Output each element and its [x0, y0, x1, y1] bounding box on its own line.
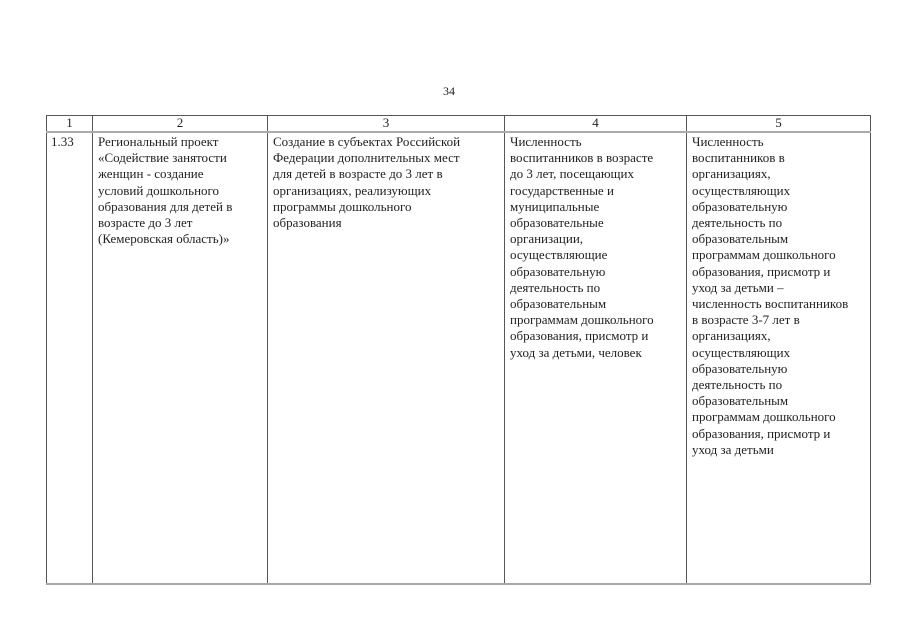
project-name-cell: Региональный проект «Содействие занятост… — [92, 131, 268, 585]
header-row: 1 2 3 4 5 — [46, 115, 871, 133]
indicator-name-cell: Численность воспитанников в возрасте до … — [504, 131, 687, 585]
header-col-1: 1 — [46, 115, 93, 133]
project-result-cell: Создание в субъектах Российской Федераци… — [267, 131, 505, 585]
indicators-table: 1 2 3 4 5 1.33 Региональный проект «Соде… — [46, 115, 871, 585]
header-col-3: 3 — [267, 115, 505, 133]
indicator-definition-cell: Численность воспитанников в организациях… — [686, 131, 871, 585]
header-col-4: 4 — [504, 115, 687, 133]
page-number: 34 — [443, 84, 455, 98]
table-row: 1.33 Региональный проект «Содействие зан… — [46, 131, 871, 585]
row-number-cell: 1.33 — [46, 131, 93, 585]
header-col-5: 5 — [686, 115, 871, 133]
header-col-2: 2 — [92, 115, 268, 133]
